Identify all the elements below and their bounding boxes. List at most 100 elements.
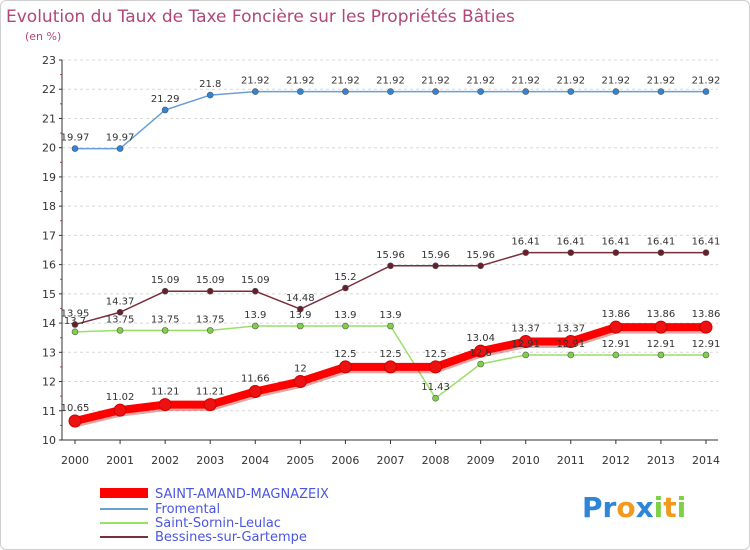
x-tick-label: 2004 [241,454,269,467]
data-point-saint-amand-magnazeix [203,398,217,412]
data-label-fromental: 21.92 [647,76,676,87]
data-label-fromental: 21.8 [199,79,221,90]
data-label-saint-amand-magnazeix: 11.21 [151,387,180,398]
y-tick-label: 10 [42,434,56,447]
data-label-saint-sornin-leulac: 13.75 [196,314,225,325]
logo-letter: i [677,491,687,524]
data-point-fromental [297,88,304,95]
data-label-bessines-sur-gartempe: 15.96 [376,250,405,261]
data-point-bessines-sur-gartempe [71,321,79,328]
data-labels: 13.95 14.37 15.09 15.09 15.09 14.48 15.2 15.96 1… [61,76,721,414]
data-label-saint-sornin-leulac: 13.75 [151,314,180,325]
data-point-saint-amand-magnazeix [248,384,262,398]
series [68,88,713,428]
y-tick-label: 13 [42,346,56,359]
data-point-fromental [477,88,484,95]
logo-letter: o [616,491,635,524]
data-label-bessines-sur-gartempe: 16.41 [602,237,631,248]
data-point-fromental [116,145,124,152]
data-point-fromental [567,88,575,95]
data-label-saint-amand-magnazeix: 13.86 [647,309,676,320]
data-label-bessines-sur-gartempe: 14.48 [286,293,315,304]
data-label-saint-sornin-leulac: 11.43 [421,382,450,393]
data-point-saint-sornin-leulac [297,322,304,330]
grid [59,59,718,441]
data-point-saint-amand-magnazeix [699,320,713,334]
x-tick-labels: 2000 2001 2002 2003 2004 2005 2006 2007 2008 2009… [61,440,720,467]
data-point-saint-amand-magnazeix [564,334,578,348]
data-point-fromental [522,88,530,95]
data-point-bessines-sur-gartempe [657,249,665,256]
data-point-bessines-sur-gartempe [702,249,710,256]
data-point-fromental [342,88,349,95]
data-point-fromental [657,88,665,95]
data-label-saint-amand-magnazeix: 11.66 [241,373,270,384]
legend-label-bessines-sur-gartempe: Bessines-sur-Gartempe [155,530,307,545]
x-tick-label: 2014 [692,454,720,467]
data-label-saint-sornin-leulac: 12.91 [511,339,540,350]
proxiti-logo: Proxiti [582,491,686,524]
data-point-fromental [161,106,169,114]
legend: SAINT-AMAND-MAGNAZEIX Fromental Saint-So… [100,487,329,545]
data-point-saint-amand-magnazeix [338,360,352,374]
data-label-saint-amand-magnazeix: 12.5 [334,349,356,360]
data-point-bessines-sur-gartempe [432,262,439,270]
data-label-saint-amand-magnazeix: 13.37 [511,323,540,334]
data-point-fromental [387,88,394,95]
data-point-saint-sornin-leulac [567,351,575,359]
y-tick-label: 23 [42,54,56,67]
data-point-saint-amand-magnazeix [429,360,443,374]
data-point-bessines-sur-gartempe [251,287,259,295]
data-label-saint-amand-magnazeix: 11.02 [106,392,135,403]
data-point-bessines-sur-gartempe [161,287,169,295]
data-point-saint-sornin-leulac [116,327,124,334]
data-point-saint-sornin-leulac [522,351,530,359]
data-label-saint-amand-magnazeix: 12 [294,364,307,375]
x-tick-label: 2013 [647,454,675,467]
data-label-bessines-sur-gartempe: 15.09 [196,275,225,286]
y-tick-label: 20 [42,142,56,155]
chart-title: Evolution du Taux de Taxe Foncière sur l… [6,7,515,27]
x-tick-label: 2006 [331,454,359,467]
x-tick-label: 2005 [286,454,314,467]
data-label-bessines-sur-gartempe: 16.41 [647,237,676,248]
data-label-fromental: 21.92 [511,76,540,87]
y-tick-label: 22 [42,83,56,96]
y-tick-label: 17 [42,229,56,242]
x-tick-label: 2011 [557,454,585,467]
data-point-fromental [206,91,214,99]
data-label-saint-sornin-leulac: 12.91 [647,339,676,350]
data-label-saint-sornin-leulac: 12.91 [556,339,585,350]
data-label-saint-sornin-leulac: 13.9 [379,310,401,321]
data-label-saint-amand-magnazeix: 10.65 [61,403,90,414]
data-label-fromental: 21.92 [331,76,360,87]
data-point-saint-sornin-leulac [702,351,710,359]
data-label-saint-amand-magnazeix: 13.04 [466,333,495,344]
x-tick-label: 2001 [106,454,134,467]
data-point-bessines-sur-gartempe [342,284,349,292]
data-point-saint-sornin-leulac [477,360,484,368]
data-point-fromental [702,88,710,95]
data-point-bessines-sur-gartempe [297,305,304,313]
data-point-saint-amand-magnazeix [474,344,488,358]
data-label-bessines-sur-gartempe: 16.41 [511,237,540,248]
logo-letter: x [636,491,654,524]
data-point-bessines-sur-gartempe [116,308,124,316]
data-label-fromental: 21.92 [602,76,631,87]
data-label-bessines-sur-gartempe: 15.2 [334,272,356,283]
logo-letter: P [582,491,603,524]
logo-letter: i [654,491,664,524]
data-label-bessines-sur-gartempe: 15.09 [151,275,180,286]
data-label-saint-amand-magnazeix: 13.86 [602,309,631,320]
data-point-fromental [612,88,620,95]
data-point-bessines-sur-gartempe [206,287,214,295]
y-tick-label: 11 [42,405,56,418]
data-point-bessines-sur-gartempe [387,262,394,270]
data-label-fromental: 19.97 [61,133,90,144]
legend-swatch-saint-amand-magnazeix [100,488,148,498]
x-tick-label: 2002 [151,454,179,467]
data-point-saint-sornin-leulac [71,328,79,336]
data-label-fromental: 21.92 [241,76,270,87]
data-label-saint-amand-magnazeix: 11.21 [196,387,225,398]
